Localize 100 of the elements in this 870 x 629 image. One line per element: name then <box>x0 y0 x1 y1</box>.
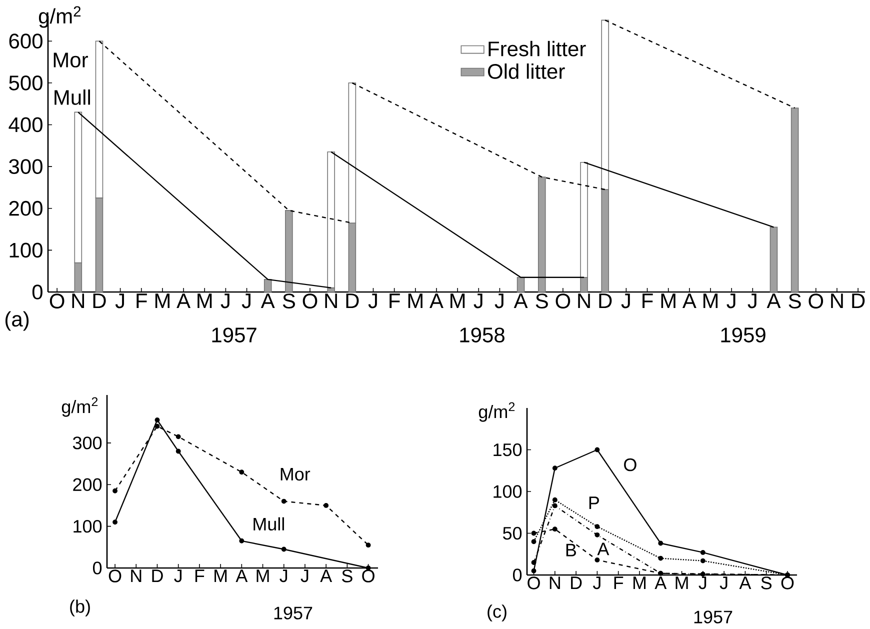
series-label: B <box>566 544 576 556</box>
x-tick-label: N <box>831 294 843 308</box>
text: 1957 <box>274 606 312 620</box>
x-tick-label: N <box>325 294 337 308</box>
series-label: Mull <box>54 89 90 105</box>
y-tick-label: 600 <box>9 34 42 49</box>
x-tick-label: D <box>346 294 359 308</box>
x-tick-label: M <box>450 294 465 308</box>
series-label: Mor <box>280 468 310 481</box>
y-tick-label: 500 <box>9 75 42 90</box>
text: 1958 <box>460 328 504 342</box>
x-tick-label: J <box>474 294 482 308</box>
series-label: Mull <box>254 517 284 531</box>
y-tick-label: 200 <box>9 200 42 216</box>
x-tick-label: S <box>788 294 801 308</box>
x-tick-label: O <box>50 294 64 308</box>
x-tick-label: N <box>72 294 84 308</box>
x-tick-label: F <box>642 294 653 308</box>
x-tick-label: N <box>550 576 560 589</box>
x-tick-label: F <box>195 570 204 582</box>
x-tick-label: J <box>592 576 600 590</box>
y-tick-label: 300 <box>72 436 102 450</box>
y-tick-label: 200 <box>73 478 102 491</box>
x-tick-label: S <box>761 576 772 590</box>
x-tick-label: A <box>739 576 752 589</box>
x-tick-label: J <box>220 294 230 308</box>
text: 1959 <box>721 328 766 342</box>
y-tick-label: 0 <box>512 568 522 582</box>
x-tick-label: D <box>93 294 106 308</box>
text: (a) <box>6 311 29 331</box>
y-tick-label: 100 <box>74 520 102 533</box>
x-tick-label: O <box>781 576 794 590</box>
x-tick-label: O <box>808 294 824 308</box>
x-tick-label: A <box>430 294 444 308</box>
x-tick-label: J <box>720 576 728 590</box>
y-axis-title: g/m$^{2}$ <box>478 402 515 422</box>
y-axis-title: g/m$^{2}$ <box>62 397 98 417</box>
x-tick-label: F <box>136 294 147 308</box>
y-tick-label: 100 <box>10 242 42 258</box>
y-tick-label: 400 <box>8 117 42 132</box>
series-label: Mor <box>54 52 88 68</box>
y-tick-label: 150 <box>494 443 522 456</box>
x-tick-label: M <box>676 576 688 589</box>
x-tick-label: S <box>282 294 295 308</box>
x-tick-label: J <box>300 570 308 582</box>
legend-label: Old litter <box>488 63 565 79</box>
x-tick-label: J <box>494 294 504 308</box>
text: 1957 <box>694 610 732 624</box>
x-tick-label: F <box>390 294 400 308</box>
x-tick-label: S <box>536 294 548 308</box>
x-tick-label: A <box>766 294 781 308</box>
x-tick-label: M <box>661 294 676 308</box>
y-tick-label: 50 <box>502 526 522 540</box>
x-tick-label: D <box>152 570 163 582</box>
x-tick-label: F <box>614 576 624 589</box>
y-tick-label: 0 <box>92 562 102 574</box>
x-tick-label: O <box>108 570 122 582</box>
x-tick-label: D <box>852 294 865 308</box>
y-tick-label: 100 <box>494 485 522 498</box>
x-tick-label: J <box>115 294 124 308</box>
x-tick-label: M <box>633 576 646 589</box>
y-tick-label: 0 <box>32 284 42 300</box>
x-tick-label: N <box>131 570 142 582</box>
x-tick-label: A <box>320 570 332 582</box>
x-tick-label: M <box>703 294 718 308</box>
x-tick-label: J <box>174 570 182 582</box>
series-label: O <box>624 458 636 472</box>
x-tick-label: O <box>302 294 318 308</box>
x-tick-label: O <box>362 570 374 582</box>
x-tick-label: O <box>556 294 570 308</box>
x-tick-label: J <box>748 294 756 308</box>
series-label: P <box>589 496 599 510</box>
x-tick-label: A <box>260 294 275 308</box>
x-tick-label: J <box>280 570 288 582</box>
x-tick-label: M <box>198 294 212 308</box>
legend-label: Fresh litter <box>488 40 586 56</box>
x-tick-label: S <box>342 570 352 582</box>
text: (c) <box>488 604 506 622</box>
x-tick-label: J <box>368 294 377 308</box>
x-tick-label: J <box>726 294 736 308</box>
series-label: A <box>597 542 610 556</box>
x-tick-label: A <box>176 294 191 308</box>
x-tick-label: M <box>408 294 422 308</box>
x-tick-label: J <box>242 294 250 308</box>
x-tick-label: A <box>682 294 696 308</box>
x-tick-label: D <box>599 294 612 308</box>
y-tick-label: 300 <box>9 159 42 174</box>
x-tick-label: N <box>578 294 590 308</box>
x-tick-label: A <box>236 570 248 582</box>
text: (b) <box>70 600 90 616</box>
x-tick-label: A <box>654 576 667 589</box>
x-tick-label: M <box>155 294 170 308</box>
text: 1957 <box>212 328 256 342</box>
x-tick-label: D <box>571 576 582 589</box>
x-tick-label: M <box>256 570 269 582</box>
x-tick-label: J <box>698 576 706 590</box>
x-tick-label: A <box>514 294 528 308</box>
x-tick-label: J <box>621 294 630 308</box>
x-tick-label: M <box>214 570 227 582</box>
x-tick-label: O <box>528 576 540 590</box>
